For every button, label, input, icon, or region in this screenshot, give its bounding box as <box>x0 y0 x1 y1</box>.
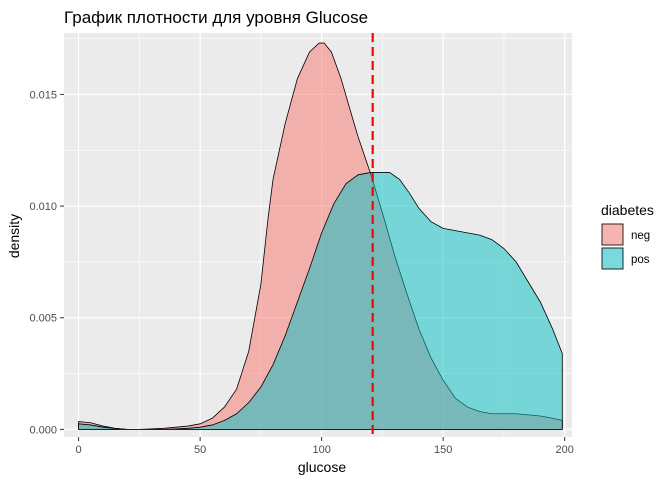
legend: diabetes neg pos <box>601 202 654 270</box>
x-tick-label: 0 <box>76 444 82 456</box>
legend-swatch-pos <box>601 247 624 270</box>
x-tick-label: 200 <box>556 444 574 456</box>
y-tick-label: 0.005 <box>29 313 57 325</box>
x-axis-ticks: 0 50 100 150 200 <box>76 437 574 456</box>
density-area-pos <box>78 172 563 430</box>
y-tick-label: 0.000 <box>29 424 57 436</box>
legend-label-neg: neg <box>631 230 650 242</box>
density-areas <box>78 42 563 430</box>
chart-title: График плотности для уровня Glucose <box>64 8 368 27</box>
x-tick-label: 50 <box>194 444 206 456</box>
y-tick-label: 0.015 <box>29 89 57 101</box>
legend-swatch-neg <box>601 223 624 246</box>
x-tick-label: 150 <box>434 444 452 456</box>
x-axis-label: glucose <box>298 459 346 475</box>
x-tick-label: 100 <box>312 444 330 456</box>
y-axis-ticks: 0.000 0.005 0.010 0.015 <box>29 89 64 436</box>
legend-label-pos: pos <box>631 254 650 266</box>
legend-title: diabetes <box>601 202 654 218</box>
y-tick-label: 0.010 <box>29 201 57 213</box>
y-axis-label: density <box>6 214 22 258</box>
